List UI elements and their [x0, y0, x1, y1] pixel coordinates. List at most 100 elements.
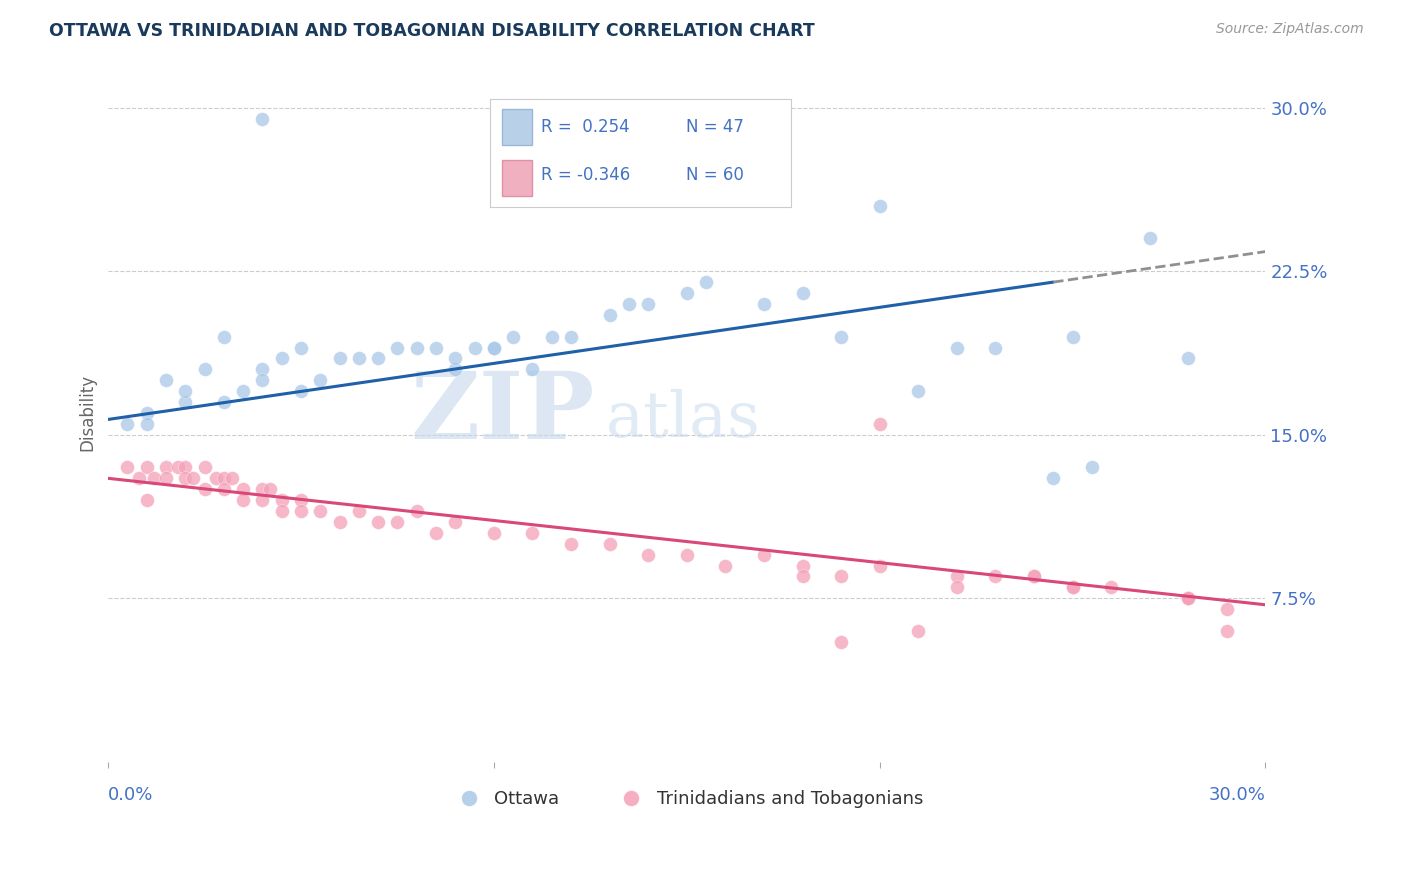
Point [212, 482, 235, 496]
Point [482, 341, 505, 355]
Point [329, 351, 352, 366]
Point [155, 373, 177, 387]
Point [155, 471, 177, 485]
Point [792, 558, 814, 573]
Point [1081, 460, 1104, 475]
Text: ZIP: ZIP [411, 368, 595, 458]
Point [290, 504, 312, 518]
Point [309, 504, 332, 518]
Point [830, 329, 852, 343]
Point [637, 297, 659, 311]
Point [155, 460, 177, 475]
Point [984, 341, 1007, 355]
Point [143, 471, 166, 485]
Point [482, 525, 505, 540]
Point [232, 384, 254, 398]
Point [1216, 624, 1239, 638]
Point [405, 504, 427, 518]
Point [329, 515, 352, 529]
Point [560, 329, 582, 343]
Point [135, 493, 157, 508]
Point [502, 329, 524, 343]
Point [444, 362, 467, 376]
Point [1062, 329, 1084, 343]
Point [174, 395, 197, 409]
Point [193, 482, 215, 496]
Point [387, 341, 409, 355]
Point [135, 460, 157, 475]
Point [347, 504, 370, 518]
Point [1099, 580, 1122, 594]
Point [270, 504, 292, 518]
Point [252, 373, 274, 387]
Point [174, 471, 197, 485]
Point [193, 460, 215, 475]
Point [599, 537, 621, 551]
Point [212, 329, 235, 343]
Point [599, 308, 621, 322]
Point [907, 384, 929, 398]
Point [637, 548, 659, 562]
Point [221, 471, 243, 485]
Point [675, 548, 697, 562]
Point [907, 624, 929, 638]
Point [252, 482, 274, 496]
Text: OTTAWA VS TRINIDADIAN AND TOBAGONIAN DISABILITY CORRELATION CHART: OTTAWA VS TRINIDADIAN AND TOBAGONIAN DIS… [49, 22, 815, 40]
Point [869, 417, 891, 431]
Point [830, 569, 852, 583]
Point [984, 569, 1007, 583]
Point [166, 460, 188, 475]
Point [405, 341, 427, 355]
Point [1139, 231, 1161, 245]
Point [522, 362, 544, 376]
Y-axis label: Disability: Disability [79, 375, 96, 451]
Point [252, 362, 274, 376]
Text: 0.0%: 0.0% [108, 786, 153, 805]
Point [128, 471, 150, 485]
Point [367, 351, 389, 366]
Point [290, 493, 312, 508]
Point [714, 558, 737, 573]
Legend: Ottawa, Trinidadians and Tobagonians: Ottawa, Trinidadians and Tobagonians [443, 783, 931, 815]
Point [946, 569, 969, 583]
Point [212, 471, 235, 485]
Point [270, 351, 292, 366]
Point [464, 341, 486, 355]
Point [1062, 580, 1084, 594]
Point [482, 341, 505, 355]
Text: Source: ZipAtlas.com: Source: ZipAtlas.com [1216, 22, 1364, 37]
Point [560, 155, 582, 169]
Point [259, 482, 281, 496]
Point [347, 351, 370, 366]
Point [444, 351, 467, 366]
Point [387, 515, 409, 529]
Point [252, 493, 274, 508]
Point [135, 417, 157, 431]
Point [1062, 580, 1084, 594]
Point [869, 558, 891, 573]
Point [174, 460, 197, 475]
Text: 30.0%: 30.0% [1209, 786, 1265, 805]
Point [830, 635, 852, 649]
Point [252, 112, 274, 126]
Point [1042, 471, 1064, 485]
Point [1022, 569, 1045, 583]
Point [752, 297, 775, 311]
Point [117, 460, 139, 475]
Point [290, 341, 312, 355]
Point [540, 329, 562, 343]
Point [425, 525, 447, 540]
Point [135, 406, 157, 420]
Point [270, 493, 292, 508]
Point [212, 395, 235, 409]
Point [367, 515, 389, 529]
Point [946, 580, 969, 594]
Point [193, 362, 215, 376]
Point [444, 515, 467, 529]
Point [1177, 591, 1199, 606]
Point [205, 471, 228, 485]
Point [232, 493, 254, 508]
Point [232, 482, 254, 496]
Point [869, 199, 891, 213]
Point [792, 285, 814, 300]
